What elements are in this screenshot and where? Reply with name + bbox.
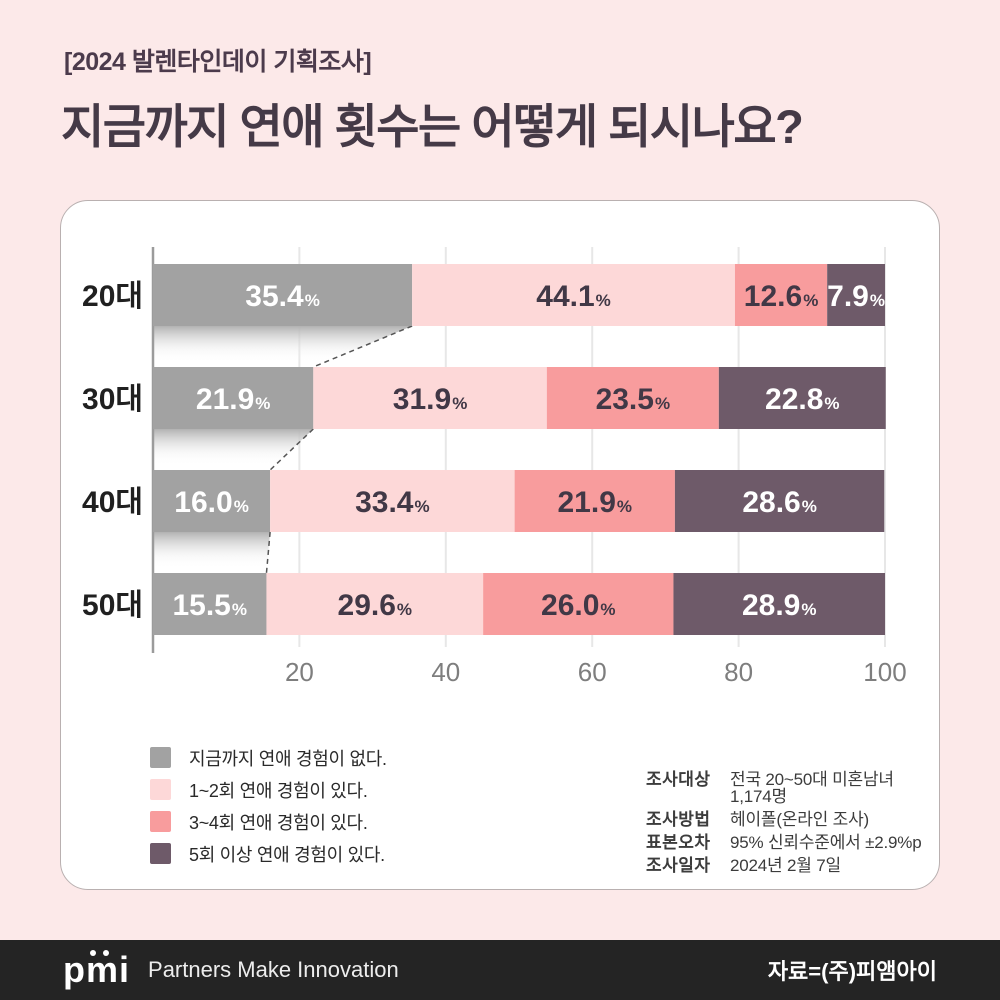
legend-label: 지금까지 연애 경험이 없다. — [189, 748, 387, 769]
survey-label: 조사일자 — [646, 856, 711, 875]
connector-dashed-line — [269, 428, 314, 471]
category-label: 50대 — [82, 589, 143, 622]
bar-segment — [674, 470, 885, 532]
legend-item: 1~2회 연애 경험이 있다. — [150, 779, 387, 801]
bar-value-label: 29.6% — [338, 589, 413, 622]
logo-dot-icon — [90, 950, 96, 956]
page-title: 지금까지 연애 횟수는 어떻게 되시나요? — [61, 100, 804, 153]
pmi-logo: pmi — [63, 949, 131, 990]
survey-row: 조사대상 전국 20~50대 미혼남녀 1,174명 — [646, 771, 939, 805]
bar-value-label: 21.9% — [558, 486, 633, 519]
bar-segment — [270, 470, 515, 532]
bar-segment — [546, 367, 719, 429]
survey-row: 표본오차 95% 신뢰수준에서 ±2.9%p — [646, 834, 939, 851]
legend-swatch — [150, 779, 171, 800]
stacked-bar-chart: 35.4% 44.1% 12.6% 7.9% 20대 21.9% 31.9% 23.5% 22.… — [82, 247, 907, 687]
survey-row: 조사방법 헤이폴(온라인 조사) — [646, 811, 939, 828]
legend-swatch — [150, 811, 171, 832]
survey-label: 조사대상 — [646, 770, 711, 789]
legend-item: 지금까지 연애 경험이 없다. — [150, 747, 387, 769]
x-tick-label: 20 — [285, 657, 314, 687]
survey-label: 표본오차 — [646, 833, 711, 852]
survey-label: 조사방법 — [646, 810, 711, 829]
footer-tagline: Partners Make Innovation — [148, 957, 399, 982]
connector-gradient — [153, 429, 314, 470]
category-label: 40대 — [82, 486, 143, 519]
bar-value-label: 21.9% — [196, 383, 271, 416]
bar-value-label: 28.9% — [742, 589, 817, 622]
legend-swatch — [150, 747, 171, 768]
logo-dot-icon — [103, 950, 109, 956]
legend-label: 3~4회 연애 경험이 있다. — [189, 812, 368, 833]
legend-label: 5회 이상 연애 경험이 있다. — [189, 844, 385, 865]
survey-row: 조사일자 2024년 2월 7일 — [646, 857, 939, 874]
survey-value: 전국 20~50대 미혼남녀 1,174명 — [730, 770, 894, 806]
x-tick-label: 40 — [431, 657, 460, 687]
legend-swatch — [150, 843, 171, 864]
bar-value-label: 12.6% — [744, 280, 819, 313]
bar-segment — [153, 470, 271, 532]
bar-value-label: 26.0% — [541, 589, 616, 622]
bar-value-label: 33.4% — [355, 486, 430, 519]
pmi-logo-text: pmi — [63, 949, 131, 990]
bar-segment — [412, 264, 735, 326]
bar-segment — [483, 573, 674, 635]
bar-value-label: 23.5% — [596, 383, 671, 416]
bar-value-label: 16.0% — [174, 486, 249, 519]
bar-value-label: 35.4% — [245, 280, 320, 313]
connector-dashed-line — [265, 531, 271, 574]
bar-value-label: 44.1% — [536, 280, 611, 313]
bar-segment — [718, 367, 886, 429]
legend-label: 1~2회 연애 경험이 있다. — [189, 780, 368, 801]
survey-value: 2024년 2월 7일 — [730, 856, 841, 875]
x-tick-label: 80 — [724, 657, 753, 687]
category-label: 30대 — [82, 383, 143, 416]
legend-item: 5회 이상 연애 경험이 있다. — [150, 843, 387, 865]
bar-segment — [313, 367, 547, 429]
bar-segment — [827, 264, 885, 326]
bar-segment — [153, 367, 314, 429]
chart-card: 35.4% 44.1% 12.6% 7.9% 20대 21.9% 31.9% 23.5% 22.… — [60, 200, 940, 890]
category-label: 20대 — [82, 280, 143, 313]
survey-value: 95% 신뢰수준에서 ±2.9%p — [730, 833, 922, 852]
connector-gradient — [153, 532, 271, 573]
x-tick-label: 60 — [578, 657, 607, 687]
bar-value-label: 15.5% — [172, 589, 247, 622]
bar-value-label: 31.9% — [393, 383, 468, 416]
survey-value: 헤이폴(온라인 조사) — [730, 810, 869, 829]
bar-value-label: 7.9% — [827, 280, 885, 313]
bar-segment — [673, 573, 885, 635]
connector-gradient — [153, 326, 413, 367]
bar-segment — [734, 264, 828, 326]
bar-segment — [153, 573, 267, 635]
bar-segment — [153, 264, 413, 326]
bar-segment — [266, 573, 484, 635]
header-tag: [2024 발렌타인데이 기획조사] — [64, 48, 372, 76]
bar-value-label: 28.6% — [742, 486, 817, 519]
x-tick-label: 100 — [863, 657, 906, 687]
footer-bar: pmi Partners Make Innovation 자료=(주)피앰아이 — [0, 940, 1000, 1000]
legend: 지금까지 연애 경험이 없다. 1~2회 연애 경험이 있다. 3~4회 연애 경험… — [150, 747, 387, 865]
bar-segment — [514, 470, 675, 532]
footer-source: 자료=(주)피앰아이 — [767, 959, 937, 984]
bar-value-label: 22.8% — [765, 383, 840, 416]
legend-item: 3~4회 연애 경험이 있다. — [150, 811, 387, 833]
